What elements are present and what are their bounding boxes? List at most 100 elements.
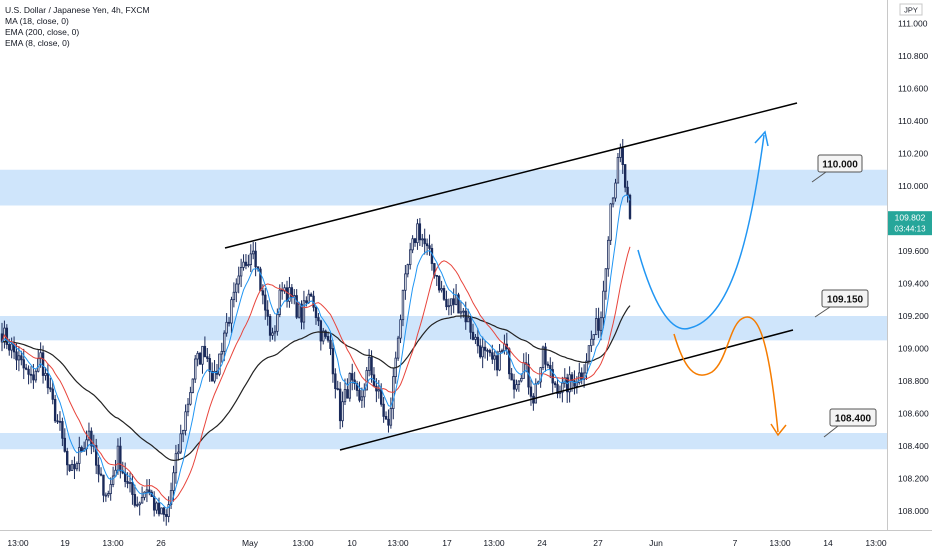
- chart-legend: U.S. Dollar / Japanese Yen, 4h, FXCM MA …: [5, 5, 150, 49]
- candle-body: [104, 494, 108, 497]
- candle-body: [97, 464, 100, 475]
- candle-body: [206, 356, 209, 359]
- candle-body: [15, 351, 18, 361]
- candle-body: [249, 253, 252, 266]
- candle-body: [75, 463, 79, 470]
- candle-body: [27, 368, 30, 375]
- candle-body: [32, 374, 35, 381]
- candle-body: [177, 451, 180, 455]
- candle-body: [549, 365, 552, 370]
- candle-body: [119, 445, 122, 472]
- candle-body: [604, 268, 608, 292]
- candle-body: [34, 370, 38, 381]
- candle-body: [201, 345, 204, 365]
- candle-body: [179, 433, 182, 453]
- bullish-arrowhead: [754, 130, 769, 147]
- candle-body: [271, 332, 274, 336]
- time-tick-label: 13:00: [7, 538, 29, 548]
- callout-109150-pointer: [814, 306, 831, 318]
- candle-body: [131, 482, 134, 495]
- candle-body: [406, 264, 409, 275]
- time-tick-label: 24: [537, 538, 547, 548]
- candle-body: [107, 493, 110, 496]
- candle-body: [184, 411, 187, 431]
- candle-body: [425, 243, 429, 247]
- time-tick-label: 13:00: [865, 538, 887, 548]
- candle-body: [237, 275, 240, 285]
- candle-body: [445, 298, 448, 308]
- candle-body: [621, 147, 624, 166]
- candle-body: [580, 372, 583, 380]
- candle-body: [479, 345, 482, 358]
- candle-body: [437, 276, 441, 291]
- candle-body: [590, 338, 593, 347]
- candle-body: [510, 373, 513, 381]
- legend-title: U.S. Dollar / Japanese Yen, 4h, FXCM: [5, 5, 150, 15]
- candle-body: [128, 482, 132, 484]
- candle-body: [628, 194, 632, 219]
- candle-body: [363, 389, 366, 398]
- candle-body: [476, 336, 480, 347]
- price-tick-label: 108.600: [898, 409, 929, 419]
- ma18-line: [1, 246, 631, 502]
- candle-body: [529, 386, 533, 397]
- candle-body: [336, 388, 339, 390]
- candle-body: [471, 331, 475, 340]
- time-tick-label: 13:00: [102, 538, 124, 548]
- callout-110000-text: 110.000: [822, 160, 858, 171]
- candle-body: [498, 351, 501, 371]
- candle-body: [261, 290, 265, 296]
- candle-body: [466, 317, 470, 323]
- candle-body: [300, 303, 303, 323]
- candle-body: [309, 293, 313, 297]
- candle-body: [189, 392, 192, 405]
- candle-body: [44, 372, 47, 376]
- candle-body: [295, 295, 298, 318]
- candle-body: [264, 294, 267, 311]
- candle-body: [616, 157, 620, 184]
- candle-body: [380, 389, 383, 405]
- candle-body: [29, 373, 33, 376]
- candle-body: [196, 352, 199, 360]
- candle-body: [546, 363, 550, 366]
- candle-body: [136, 504, 139, 507]
- candle-body: [87, 430, 91, 441]
- countdown-text: 03:44:13: [894, 225, 926, 234]
- candle-body: [220, 350, 224, 355]
- candle-body: [254, 250, 257, 268]
- candle-body: [462, 310, 465, 313]
- candle-body: [351, 373, 354, 381]
- candle-body: [20, 355, 23, 361]
- candle-body: [244, 261, 248, 266]
- time-tick-label: 27: [593, 538, 603, 548]
- candle-body: [599, 317, 603, 331]
- candle-body: [280, 289, 284, 292]
- candle-body: [387, 418, 390, 426]
- zone-110000: [0, 169, 887, 206]
- candle-body: [609, 203, 612, 241]
- candle-body: [314, 306, 318, 319]
- callout-108400-pointer: [823, 425, 839, 438]
- candle-body: [573, 380, 576, 387]
- candle-body: [457, 294, 460, 314]
- candle-body: [592, 334, 595, 340]
- candle-body: [512, 379, 516, 390]
- candle-body: [152, 496, 156, 511]
- candle-body: [319, 320, 323, 342]
- candle-body: [285, 287, 289, 302]
- candle-body: [384, 415, 388, 420]
- candle-body: [225, 321, 228, 334]
- time-tick-label: 26: [156, 538, 166, 548]
- candle-body: [143, 491, 146, 498]
- candle-body: [239, 267, 243, 277]
- candle-body: [172, 472, 175, 491]
- candle-body: [570, 374, 574, 382]
- candle-body: [324, 330, 327, 337]
- candle-body: [614, 182, 617, 199]
- candle-body: [440, 288, 443, 291]
- candle-body: [181, 430, 185, 435]
- candle-body: [232, 291, 236, 301]
- candle-body: [302, 300, 306, 323]
- candle-body: [515, 384, 518, 390]
